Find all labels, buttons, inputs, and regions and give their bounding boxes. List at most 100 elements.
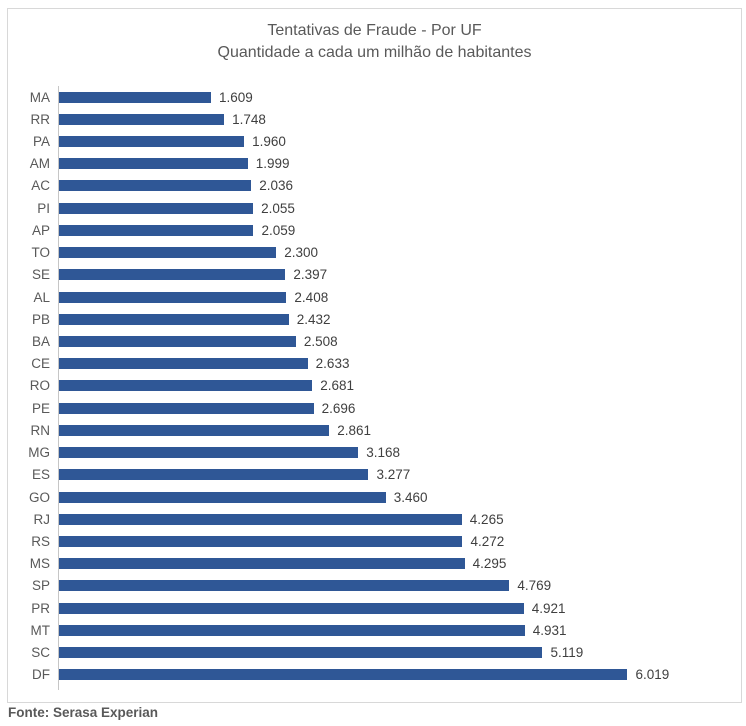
category-label: CE [31,356,50,372]
bar-track: 1.960 [58,130,739,153]
bar-track: 3.460 [58,485,739,509]
bar [59,358,308,370]
bar-chart: MA 1.609 RR 1.748 PA 1.960 AM 1.999 AC 2.036 PI 2.0… [8,86,739,690]
chart-row: AP 2.059 [8,219,739,242]
chart-row: AC 2.036 [8,174,739,198]
category-label: RJ [33,511,51,527]
bar [59,380,313,392]
value-label: 4.921 [531,600,566,616]
value-label: 1.999 [255,156,290,172]
chart-row: DF 6.019 [8,663,739,686]
category-label: PE [31,400,50,416]
bar-track: 2.633 [58,352,739,375]
bar-track: 3.277 [58,463,739,486]
category-label: MG [28,445,50,461]
bar-track: 2.300 [58,241,739,264]
value-label: 2.681 [320,378,354,394]
bar [59,491,386,503]
chart-rows: MA 1.609 RR 1.748 PA 1.960 AM 1.999 AC 2.036 PI 2.0… [8,86,739,686]
bar [59,580,510,592]
bar-track: 2.059 [58,219,739,242]
chart-row: RN 2.861 [8,419,739,442]
chart-row: RJ 4.265 [8,508,739,531]
category-label: RN [30,422,51,438]
category-label: MS [29,556,50,572]
value-label: 2.408 [294,289,329,305]
value-label: 2.059 [261,222,296,238]
value-label: 2.397 [293,267,328,283]
category-label: SE [31,267,50,283]
bar [59,669,628,681]
category-label: RR [30,111,51,127]
chart-row: RR 1.748 [8,108,739,131]
bar [59,558,465,570]
category-label: PR [31,600,50,616]
bar [59,447,359,459]
category-label: ES [31,467,50,483]
category-label: RS [31,533,50,549]
category-label: PI [37,200,50,216]
bar-track: 1.748 [58,108,739,131]
source-note: Fonte: Serasa Experian [8,705,159,720]
chart-row: PE 2.696 [8,397,739,420]
chart-row: MG 3.168 [8,441,739,464]
bar-track: 4.921 [58,597,739,620]
bar [59,535,463,547]
value-label: 1.748 [232,111,266,127]
chart-row: RS 4.272 [8,530,739,553]
value-label: 3.168 [366,445,400,461]
chart-row: PR 4.921 [8,597,739,620]
bar-track: 6.019 [58,663,739,686]
bar [59,180,252,192]
value-label: 4.931 [532,622,567,638]
bar [59,624,525,636]
chart-row: TO 2.300 [8,241,739,264]
chart-card: Tentativas de Fraude - Por UF Quantidade… [7,8,742,703]
value-label: 1.960 [252,134,286,150]
value-label: 3.460 [393,489,428,505]
value-label: 4.769 [517,578,552,594]
chart-title: Tentativas de Fraude - Por UF [267,22,482,39]
bar-track: 2.861 [58,419,739,442]
bar [59,291,287,303]
chart-row: SC 5.119 [8,641,739,664]
category-label: RO [29,378,50,394]
category-label: BA [31,334,50,350]
bar-track: 2.681 [58,374,739,398]
category-label: AC [31,178,50,194]
category-label: AM [29,156,50,172]
value-label: 4.272 [470,533,505,549]
chart-row: AM 1.999 [8,152,739,175]
value-label: 5.119 [550,645,584,661]
bar-track: 5.119 [58,641,739,664]
value-label: 2.861 [337,422,371,438]
category-label: MA [29,89,50,105]
value-label: 1.609 [218,89,253,105]
chart-row: GO 3.460 [8,485,739,509]
bar-track: 2.036 [58,174,739,198]
value-label: 2.633 [315,356,350,372]
bar-track: 4.295 [58,552,739,575]
value-label: 2.432 [296,311,331,327]
y-axis-line [58,685,739,690]
category-label: AP [31,222,50,238]
bar-track: 2.055 [58,197,739,220]
chart-row: AL 2.408 [8,285,739,309]
category-label: SC [31,645,50,661]
bar-track: 4.931 [58,619,739,642]
category-label: PA [32,134,50,150]
chart-row: MT 4.931 [8,619,739,642]
bar [59,336,296,348]
bar [59,269,286,281]
bar-track: 3.168 [58,441,739,464]
bar-track: 1.609 [58,86,739,109]
bar [59,136,245,148]
chart-row: BA 2.508 [8,330,739,353]
category-label: MT [30,622,51,638]
bar [59,469,369,481]
bar-track: 2.508 [58,330,739,353]
bar [59,247,277,259]
chart-row: SP 4.769 [8,574,739,598]
category-label: SP [31,578,50,594]
